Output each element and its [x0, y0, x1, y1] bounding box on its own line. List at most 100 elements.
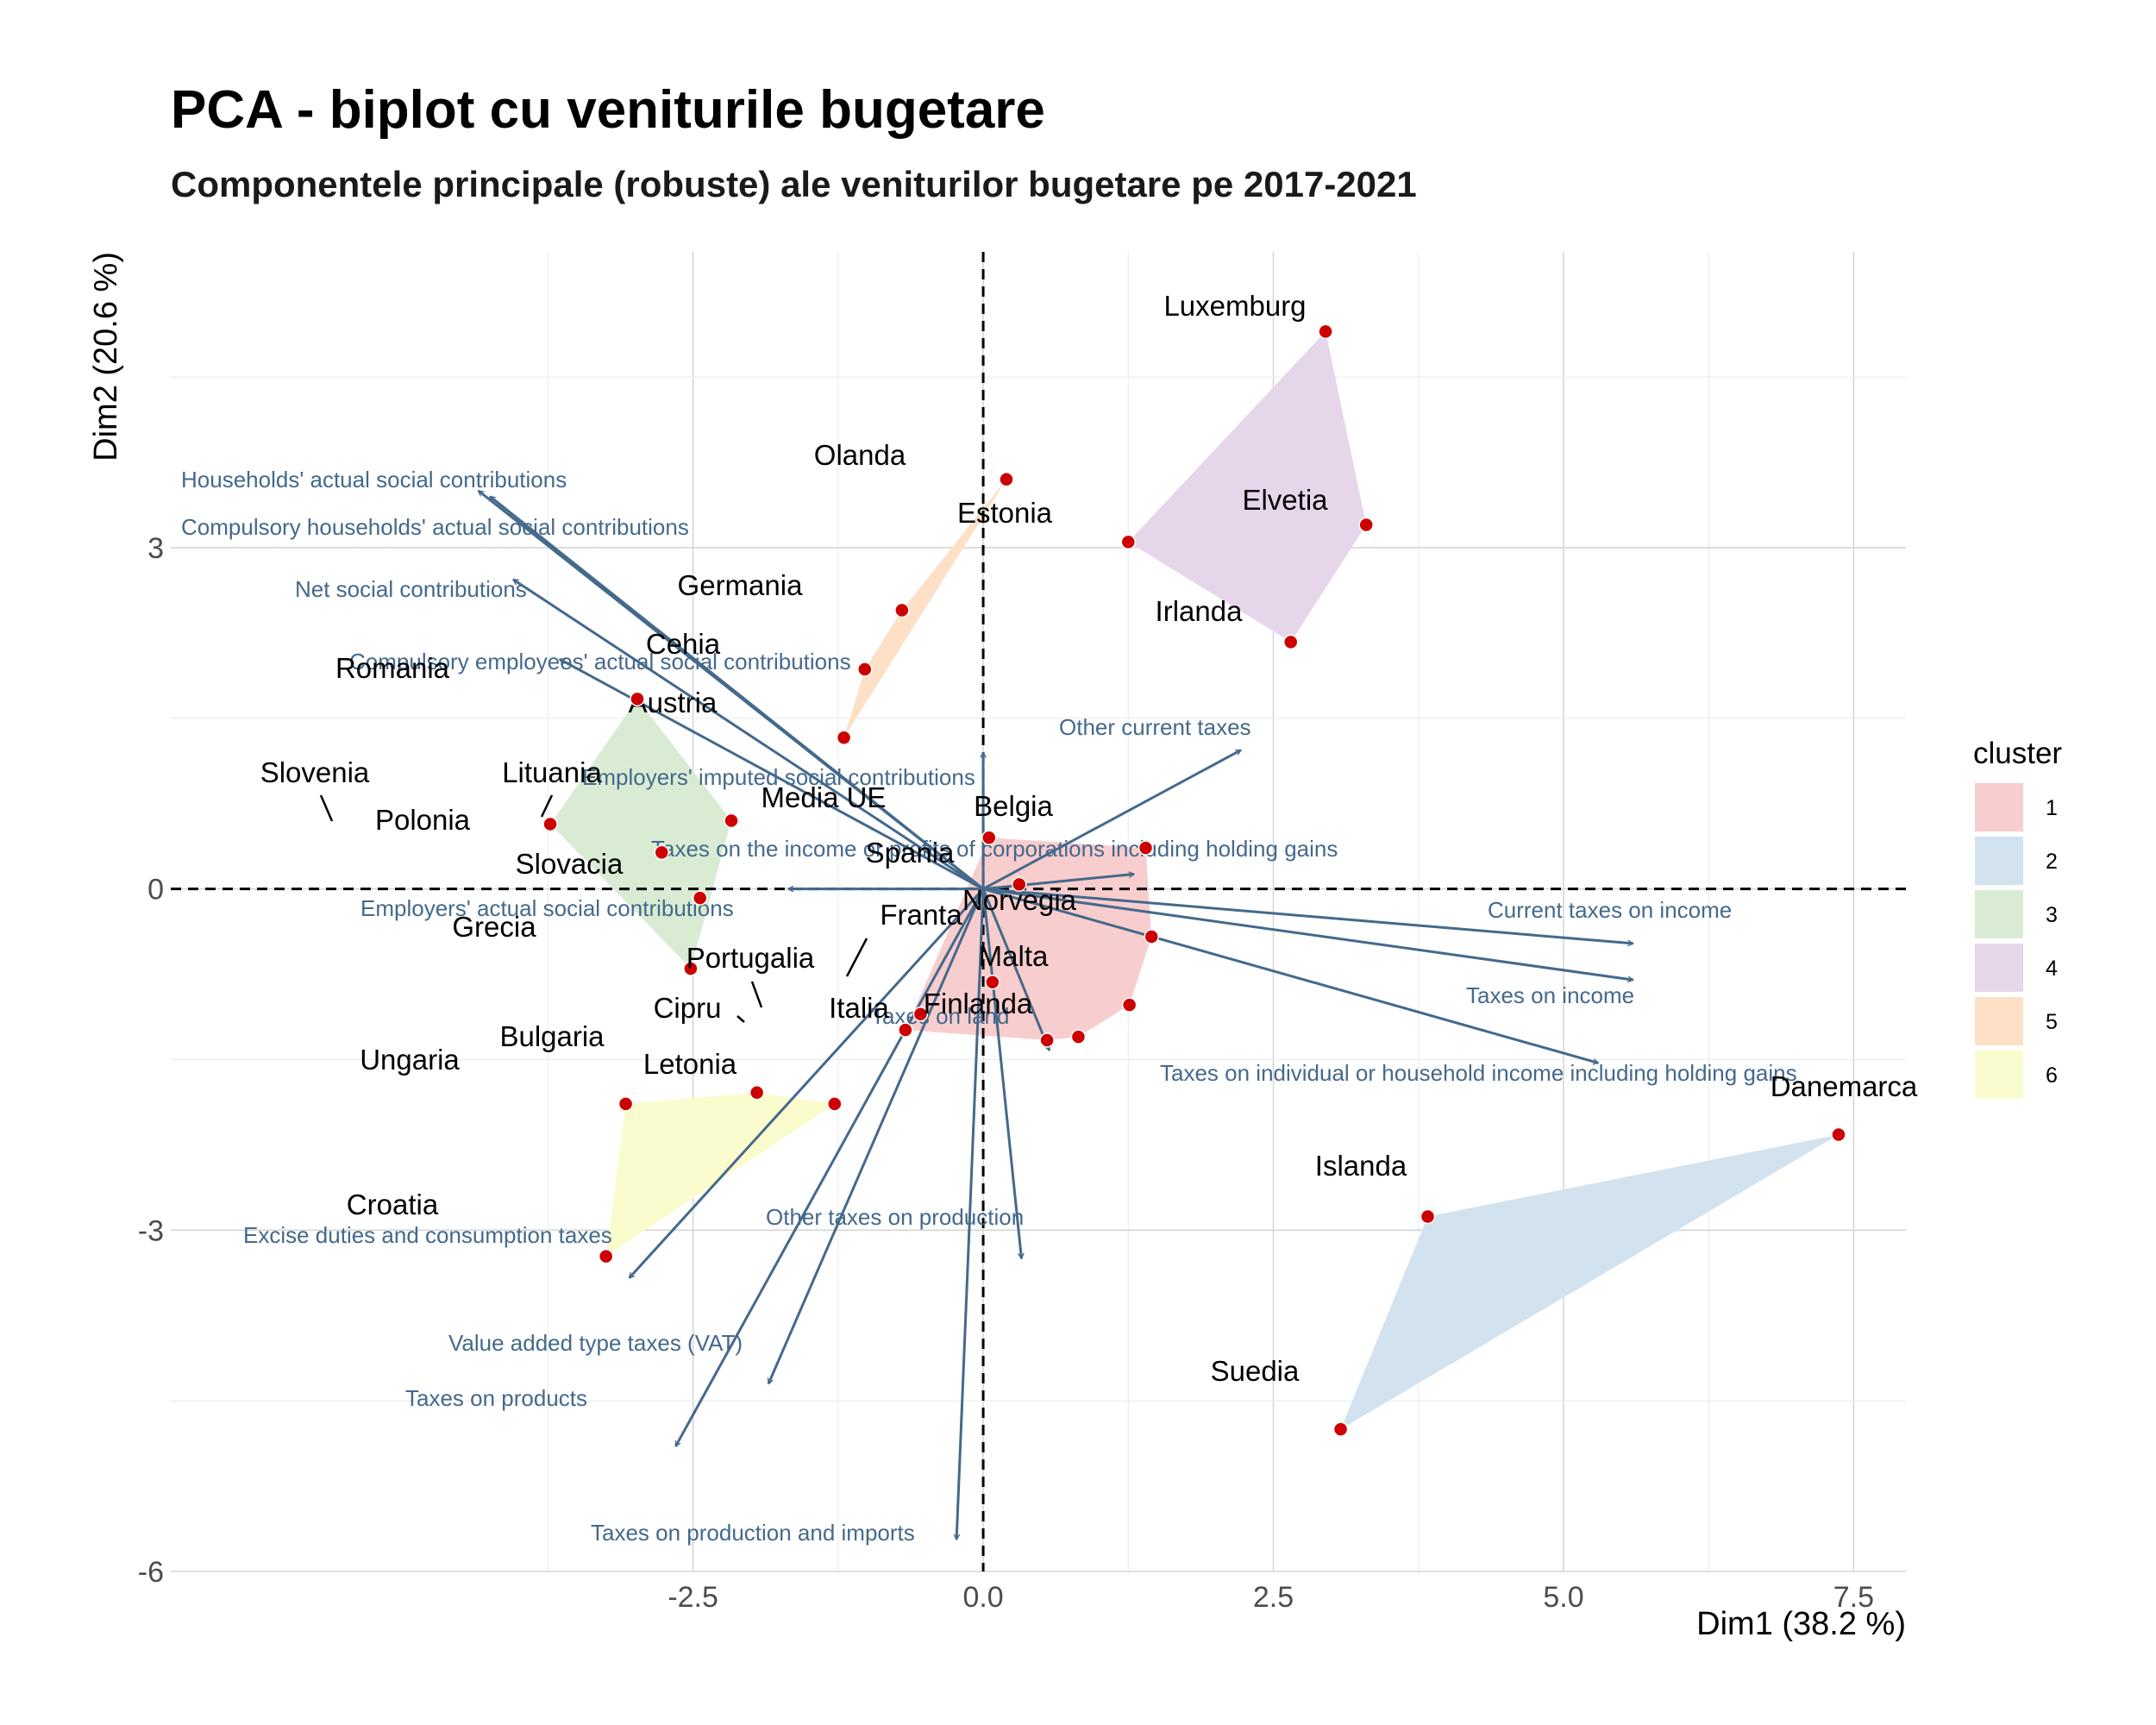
loading-label: Employers' imputed social contributions — [582, 764, 975, 790]
loading-arrow — [956, 888, 985, 1540]
country-points: Luxemburg Olanda Estonia Elvetia Irlanda Germ… — [260, 290, 1918, 1437]
country-point — [1318, 323, 1333, 340]
cluster-hull-5 — [843, 479, 1006, 738]
country-label: Franta — [880, 899, 962, 931]
country-point — [1282, 634, 1299, 650]
loading-label: Compulsory employees' actual social cont… — [349, 649, 851, 674]
y-tick-label: -6 — [138, 1556, 164, 1589]
chart-subtitle: Componentele principale (robuste) ale ve… — [171, 164, 1417, 204]
country-point — [1144, 929, 1159, 944]
loading-arrow — [767, 888, 985, 1384]
country-label: Suedia — [1211, 1355, 1300, 1387]
country-point — [617, 1096, 634, 1112]
x-tick-label: 0.0 — [962, 1581, 1003, 1614]
cluster-hull-3 — [550, 699, 732, 969]
country-point — [999, 472, 1014, 487]
loading-label: Taxes on products — [405, 1385, 587, 1411]
country-label: Irlanda — [1156, 595, 1244, 627]
country-point — [1012, 876, 1027, 893]
country-point — [836, 730, 852, 745]
legend-swatch — [1975, 1051, 2023, 1099]
country-point — [1121, 997, 1138, 1013]
legend-label: 1 — [2046, 796, 2058, 820]
label-leader-line — [750, 981, 763, 1008]
x-tick-label: 2.5 — [1253, 1581, 1294, 1614]
country-point — [857, 662, 873, 677]
country-point — [894, 602, 910, 618]
country-label: Letonia — [643, 1048, 737, 1080]
country-label: Polonia — [375, 804, 471, 836]
loading-label: Employers' actual social contributions — [360, 895, 734, 921]
axis-ticks: -2.5 0.0 2.5 5.0 7.5 -6 -3 0 3 — [138, 532, 1874, 1614]
country-label: Portugalia — [686, 942, 815, 974]
loading-arrow — [981, 888, 1021, 1259]
country-point — [1420, 1208, 1436, 1225]
country-label: Elvetia — [1242, 484, 1328, 516]
country-label: Malta — [979, 940, 1049, 972]
x-tick-label: 7.5 — [1833, 1581, 1874, 1614]
country-point — [630, 691, 645, 707]
x-tick-label: -2.5 — [667, 1581, 718, 1614]
legend-title: cluster — [1973, 737, 2062, 770]
loading-label: Compulsory households' actual social con… — [181, 514, 689, 540]
x-axis-label: Dim1 (38.2 %) — [1696, 1606, 1906, 1642]
loading-label: Taxes on individual or household income … — [1160, 1060, 1797, 1086]
loading-arrow — [982, 749, 1241, 890]
country-label: Danemarca — [1771, 1070, 1918, 1102]
country-point — [692, 890, 708, 906]
loading-label: Current taxes on income — [1488, 897, 1732, 923]
legend-label: 5 — [2046, 1010, 2058, 1034]
country-point — [898, 1022, 913, 1038]
label-leader-line — [845, 938, 868, 977]
country-label: Slovenia — [260, 756, 370, 788]
legend-swatch — [1975, 944, 2023, 992]
country-label: Croatia — [347, 1189, 439, 1220]
country-point — [749, 1084, 765, 1101]
legend-swatch — [1975, 783, 2023, 831]
country-label: Cipru — [654, 992, 722, 1024]
loading-label: Other current taxes — [1059, 714, 1251, 740]
legend-label: 4 — [2046, 957, 2058, 981]
country-label: Islanda — [1315, 1150, 1407, 1182]
country-point — [1138, 840, 1154, 856]
label-leader-line — [319, 794, 334, 822]
country-label: Luxemburg — [1163, 290, 1306, 322]
y-tick-label: -3 — [138, 1214, 164, 1247]
country-label: Norvegia — [962, 884, 1077, 916]
legend-label: 3 — [2046, 903, 2058, 927]
cluster-hull-4 — [1128, 331, 1367, 643]
country-label: Germania — [678, 569, 804, 601]
loading-arrow — [513, 578, 984, 890]
x-tick-label: 5.0 — [1543, 1581, 1583, 1614]
country-point — [1831, 1126, 1846, 1143]
country-point — [827, 1096, 843, 1112]
country-point — [683, 961, 699, 976]
country-point — [1120, 534, 1137, 550]
loading-arrow — [982, 888, 1633, 944]
cluster-hull-2 — [1340, 1134, 1839, 1430]
country-point — [598, 1248, 614, 1264]
country-point — [1358, 517, 1374, 533]
label-leader-line — [540, 794, 554, 818]
country-label: Olanda — [814, 439, 906, 471]
legend-swatch — [1975, 890, 2023, 938]
y-tick-label: 3 — [147, 532, 164, 565]
country-point — [542, 816, 558, 832]
loading-label: Other taxes on production — [766, 1204, 1024, 1230]
legend-label: 2 — [2046, 850, 2058, 874]
chart-title: PCA - biplot cu veniturile bugetare — [171, 80, 1045, 140]
legend-swatch — [1975, 997, 2023, 1045]
cluster-hull-6 — [605, 1092, 835, 1257]
loading-arrow — [628, 888, 985, 1279]
country-label: Belgia — [974, 790, 1053, 822]
loading-label: Taxes on income — [1466, 982, 1634, 1008]
country-label: Cehia — [646, 628, 721, 660]
y-tick-label: 0 — [147, 874, 164, 906]
country-label: Spania — [866, 837, 955, 869]
country-label: Slovacia — [516, 848, 624, 880]
country-label: Ungaria — [360, 1044, 460, 1076]
loading-label: Taxes on land — [871, 1003, 1009, 1029]
loading-arrows: Households' actual social contributions C… — [181, 467, 1797, 1546]
loading-label: Taxes on production and imports — [591, 1520, 915, 1546]
